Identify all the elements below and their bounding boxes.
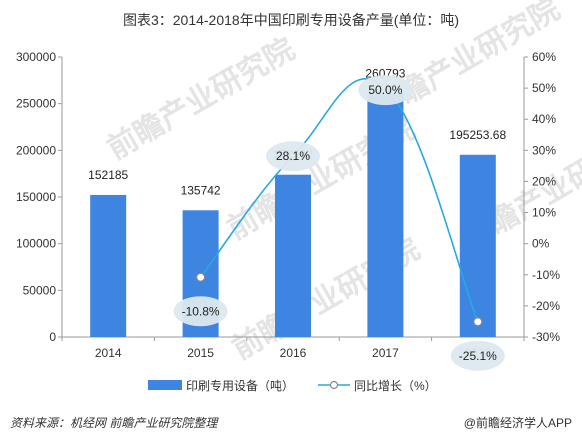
y-tick-label-left: 200000	[16, 143, 56, 157]
bar-value-label: 135742	[181, 183, 221, 197]
bar-value-label: 195253.68	[449, 128, 506, 142]
y-tick-label-right: 10%	[532, 206, 556, 220]
growth-label-bubble	[358, 75, 413, 106]
bar-series: 152185135742173892260793195253.68	[88, 67, 506, 337]
x-tick-label: 2014	[95, 346, 122, 360]
bar	[90, 194, 127, 337]
y-tick-label-right: 50%	[532, 81, 556, 95]
growth-point	[473, 317, 483, 327]
chart-title: 图表3：2014-2018年中国印刷专用设备产量(单位：吨)	[122, 12, 460, 28]
growth-value-label: -10.8%	[182, 304, 220, 318]
y-tick-label-right: 0%	[532, 237, 550, 251]
credit-text: @前瞻经济学人APP	[463, 416, 572, 430]
x-tick-label: 2015	[187, 346, 214, 360]
growth-point	[196, 272, 206, 282]
growth-line	[199, 78, 479, 323]
x-tick-label: 2016	[280, 346, 307, 360]
legend: 印刷专用设备（吨） 同比增长（%）	[148, 378, 437, 393]
bar	[275, 174, 311, 337]
bar-value-label: 152185	[88, 168, 128, 182]
legend-swatch-bars	[148, 380, 182, 390]
growth-label-bubble	[450, 340, 505, 371]
line-series: -10.8% 28.1% 50.0% -25.1%	[173, 75, 505, 371]
y-tick-label-right: -10%	[532, 268, 560, 282]
source-note: 资料来源：机经网 前瞻产业研究院整理	[10, 416, 218, 430]
y-tick-label-left: 300000	[16, 50, 56, 64]
y-tick-label-right: 40%	[532, 112, 556, 126]
y-tick-label-left: 50000	[23, 283, 57, 297]
y-tick-label-left: 250000	[16, 97, 56, 111]
growth-value-label: 50.0%	[368, 83, 402, 97]
y-tick-label-right: -30%	[532, 330, 560, 344]
legend-label-bars: 印刷专用设备（吨）	[186, 378, 294, 393]
watermark-text: 前瞻产业研究院	[102, 32, 301, 166]
y-tick-label-right: 30%	[532, 143, 556, 157]
growth-value-label: -25.1%	[459, 349, 497, 363]
legend-marker-line	[329, 380, 339, 390]
growth-value-label: 28.1%	[276, 149, 310, 163]
bar	[459, 154, 496, 337]
y-tick-label-left: 100000	[16, 237, 56, 251]
y-tick-label-right: 20%	[532, 174, 556, 188]
legend-label-line: 同比增长（%）	[354, 379, 437, 393]
y-tick-label-left: 150000	[16, 190, 56, 204]
y-tick-label-left: 0	[49, 330, 56, 344]
growth-label-bubble	[266, 141, 320, 172]
bar	[367, 93, 404, 337]
y-tick-label-right: -20%	[532, 299, 560, 313]
growth-label-bubble	[173, 296, 228, 327]
x-tick-label: 2017	[372, 346, 399, 360]
y-tick-label-right: 60%	[532, 50, 556, 64]
